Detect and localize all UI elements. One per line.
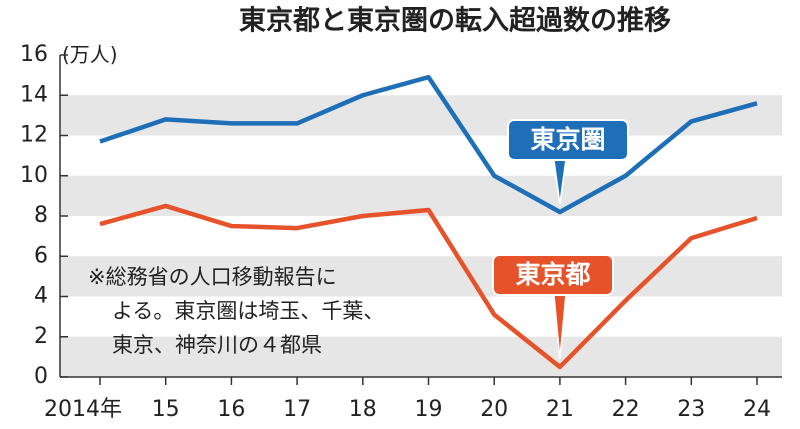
grid-band xyxy=(60,336,782,377)
y-axis-unit: (万人) xyxy=(62,43,118,67)
x-tick-label: 18 xyxy=(349,397,377,422)
x-tick-label: 2014年 xyxy=(44,397,122,422)
legend-label: 東京圏 xyxy=(530,125,605,154)
legend-label: 東京都 xyxy=(515,260,590,289)
series-line xyxy=(99,74,758,215)
grid-band xyxy=(60,256,782,297)
y-tick-label: 8 xyxy=(34,203,48,228)
grid-band xyxy=(60,95,782,136)
x-tick-label: 16 xyxy=(217,397,245,422)
x-tick-label: 24 xyxy=(743,397,771,422)
note: よる。東京圏は埼玉、千葉、 xyxy=(112,299,384,323)
y-tick-label: 4 xyxy=(34,284,48,309)
y-tick-label: 12 xyxy=(20,123,48,148)
series-line xyxy=(99,203,758,370)
x-tick-label: 20 xyxy=(480,397,508,422)
y-tick-label: 0 xyxy=(34,364,48,389)
y-tick-label: 16 xyxy=(20,42,48,67)
chart-title: 東京都と東京圏の転入超過数の推移 xyxy=(239,5,671,37)
x-tick-label: 19 xyxy=(415,397,443,422)
x-tick-label: 23 xyxy=(677,397,705,422)
legend-box xyxy=(507,119,629,161)
x-tick-label: 15 xyxy=(152,397,180,422)
x-tick-label: 17 xyxy=(283,397,311,422)
note: ※総務省の人口移動報告に xyxy=(88,265,337,289)
y-tick-label: 6 xyxy=(34,243,48,268)
legend-box xyxy=(492,254,614,296)
y-tick-label: 2 xyxy=(34,324,48,349)
y-tick-label: 14 xyxy=(20,82,48,107)
grid-bands xyxy=(60,95,782,377)
note: 東京、神奈川の４都県 xyxy=(112,333,322,357)
y-tick-label: 10 xyxy=(20,163,48,188)
x-tick-label: 21 xyxy=(546,397,574,422)
x-tick-label: 22 xyxy=(612,397,640,422)
